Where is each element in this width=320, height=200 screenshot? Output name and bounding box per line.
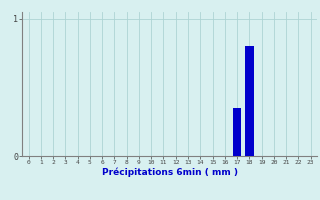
Bar (245, 46, 254, 156)
Bar (233, 108, 241, 156)
X-axis label: Précipitations 6min ( mm ): Précipitations 6min ( mm ) (102, 168, 238, 177)
